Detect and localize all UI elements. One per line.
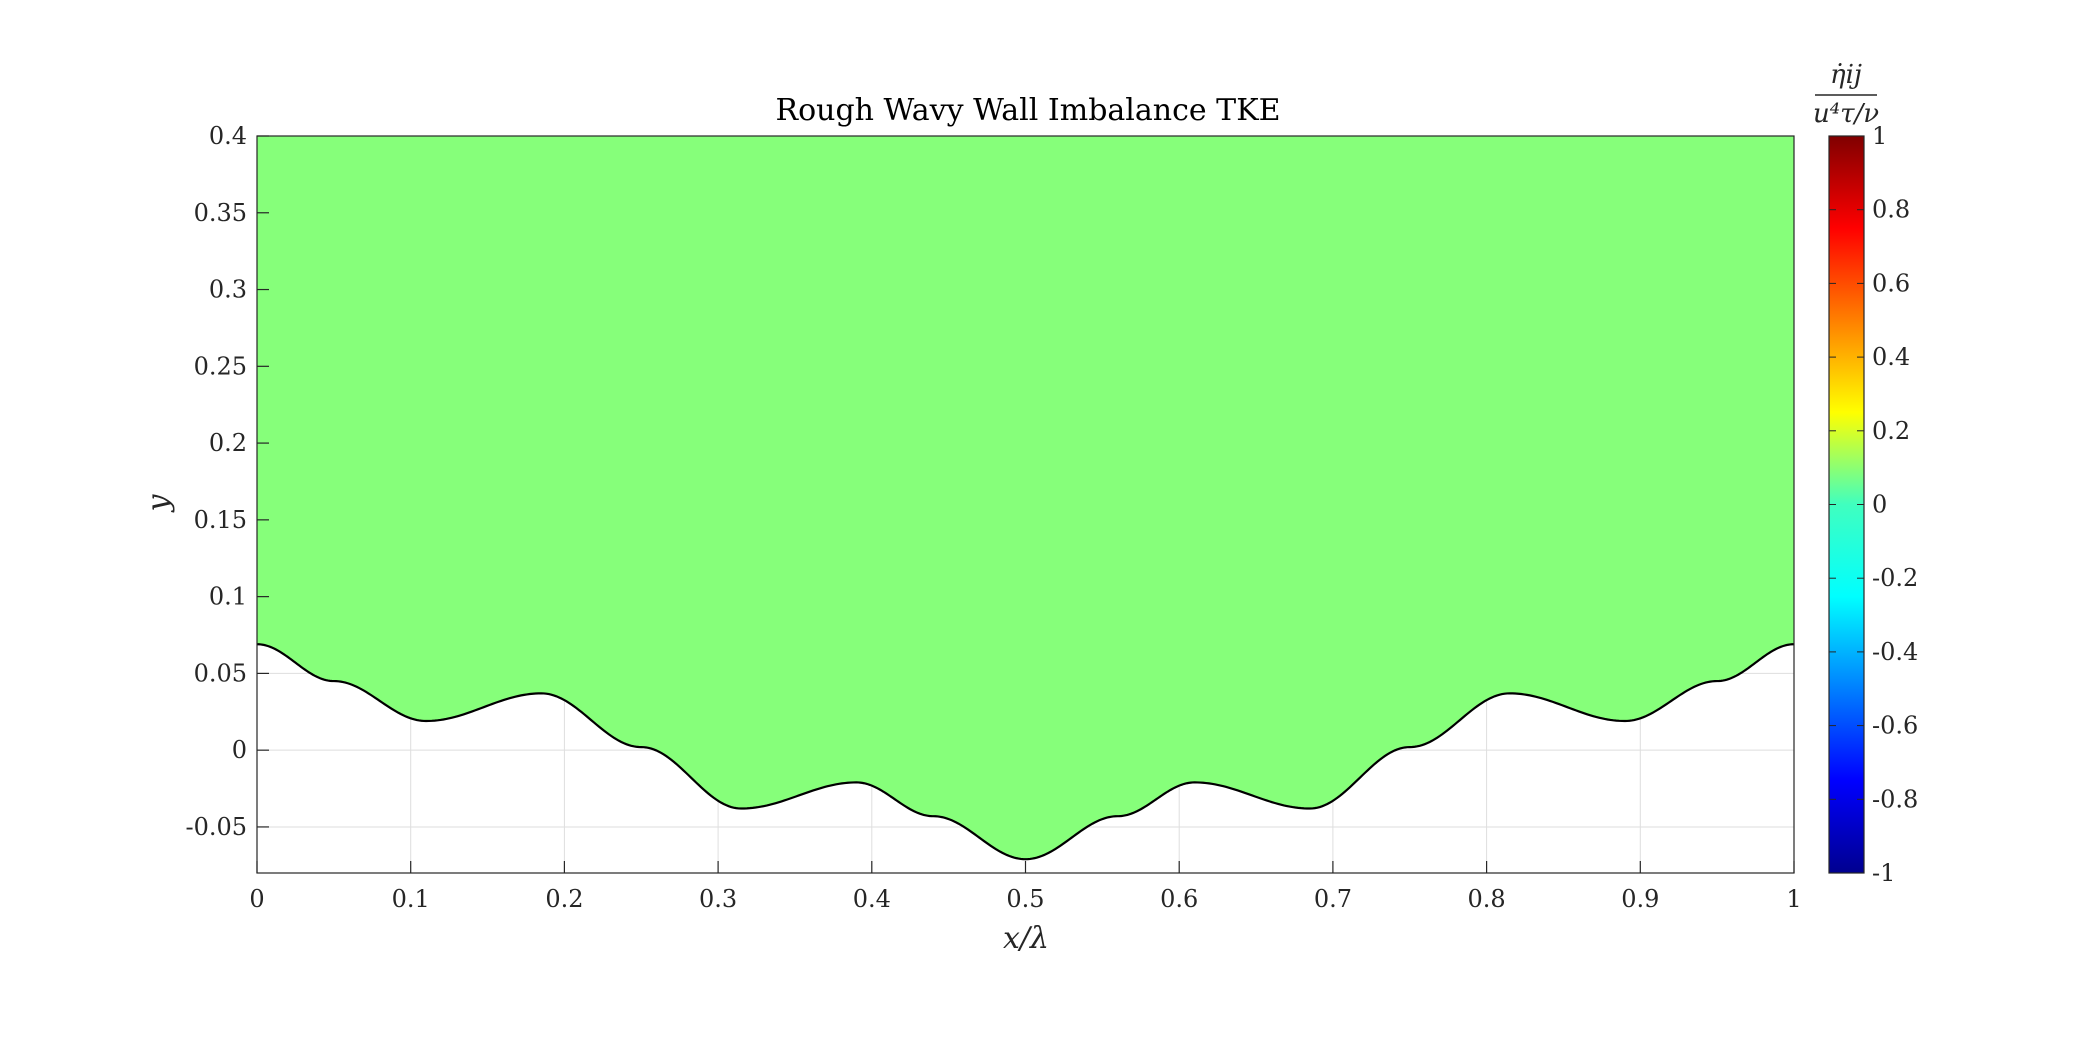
x-tick-label: 0: [249, 885, 264, 913]
colorbar-ticks: 1 0.8 0.6 0.4 0.2 0 -0.2 -0.4 -0.6 -0.8 -1: [1829, 122, 1918, 887]
y-axis-ticks: -0.05 0 0.05 0.1 0.15 0.2 0.25 0.3 0.35 0.4: [185, 122, 269, 841]
y-tick-label: 0.2: [209, 429, 247, 457]
y-tick-label: -0.05: [185, 813, 247, 841]
y-axis-label: y: [141, 493, 176, 513]
y-tick-label: 0.05: [194, 659, 247, 687]
x-tick-label: 0.2: [545, 885, 583, 913]
colorbar-tick-label: -0.8: [1872, 785, 1918, 813]
x-axis-label: x/λ: [1003, 921, 1049, 956]
chart-title: Rough Wavy Wall Imbalance TKE: [775, 93, 1280, 128]
y-tick-label: 0.15: [194, 506, 247, 534]
x-tick-label: 0.5: [1006, 885, 1044, 913]
contour-fill: [257, 136, 1794, 860]
wall-profile-line: [256, 643, 1795, 861]
y-tick-label: 0.4: [209, 122, 247, 150]
x-tick-label: 1: [1786, 885, 1801, 913]
x-tick-label: 0.7: [1314, 885, 1352, 913]
colorbar-tick-label: -1: [1872, 859, 1895, 887]
x-tick-label: 0.6: [1160, 885, 1198, 913]
y-tick-label: 0.3: [209, 276, 247, 304]
colorbar-tick-label: -0.4: [1872, 638, 1918, 666]
colorbar-tick-label: 0.8: [1872, 196, 1910, 224]
x-axis-ticks: 0 0.1 0.2 0.3 0.4 0.5 0.6 0.7 0.8 0.9 1: [249, 861, 1802, 913]
colorbar-tick-label: -0.6: [1872, 712, 1918, 740]
colorbar-tick-label: 0.6: [1872, 269, 1910, 297]
colorbar-tick-label: 0.2: [1872, 417, 1910, 445]
x-tick-label: 0.1: [392, 885, 430, 913]
y-tick-label: 0: [232, 736, 247, 764]
y-tick-label: 0.35: [194, 199, 247, 227]
colorbar-label-denominator: u⁴τ/ν: [1813, 99, 1879, 129]
x-tick-label: 0.8: [1468, 885, 1506, 913]
colorbar-tick-label: 1: [1872, 122, 1887, 150]
x-tick-label: 0.4: [853, 885, 891, 913]
x-tick-label: 0.9: [1621, 885, 1659, 913]
plot-area: 0 0.1 0.2 0.3 0.4 0.5 0.6 0.7 0.8 0.9 1 -0.05 0 0.05…: [185, 122, 1801, 913]
colorbar-tick-label: -0.2: [1872, 564, 1918, 592]
x-tick-label: 0.3: [699, 885, 737, 913]
colorbar: 1 0.8 0.6 0.4 0.2 0 -0.2 -0.4 -0.6 -0.8 -1 η̇ij u⁴…: [1813, 60, 1918, 887]
y-tick-label: 0.25: [194, 352, 247, 380]
colorbar-tick-label: 0.4: [1872, 343, 1910, 371]
colorbar-tick-label: 0: [1872, 491, 1887, 519]
y-tick-label: 0.1: [209, 583, 247, 611]
colorbar-label-numerator: η̇ij: [1830, 60, 1862, 90]
